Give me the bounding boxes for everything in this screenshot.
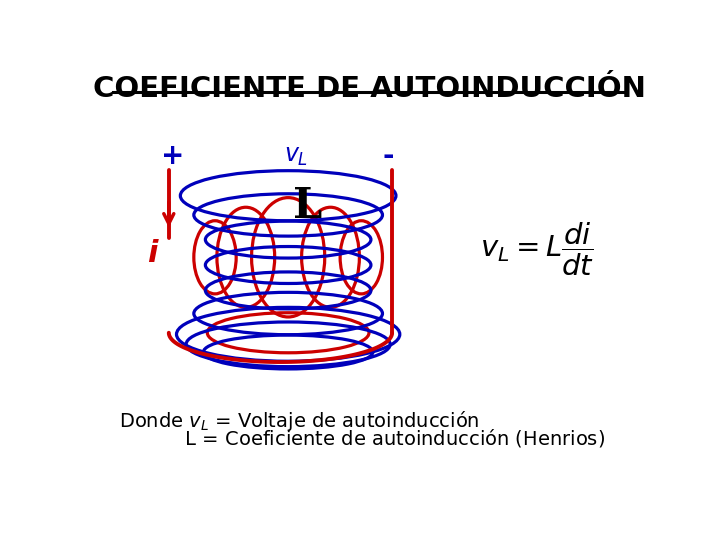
Text: L: L [293, 185, 322, 227]
Text: +: + [161, 143, 184, 171]
Text: $v_L$: $v_L$ [284, 144, 308, 168]
Text: $\mathtt{L}$ = Coeficiente de autoinducción (Henrios): $\mathtt{L}$ = Coeficiente de autoinducc… [184, 427, 606, 449]
Text: -: - [382, 143, 394, 171]
Text: i: i [147, 239, 157, 268]
Text: COEFICIENTE DE AUTOINDUCCIÓN: COEFICIENTE DE AUTOINDUCCIÓN [93, 75, 645, 103]
Text: $v_L = L\dfrac{di}{dt}$: $v_L = L\dfrac{di}{dt}$ [480, 221, 594, 278]
Text: Donde $v_L$ = Voltaje de autoinducción: Donde $v_L$ = Voltaje de autoinducción [119, 409, 480, 433]
